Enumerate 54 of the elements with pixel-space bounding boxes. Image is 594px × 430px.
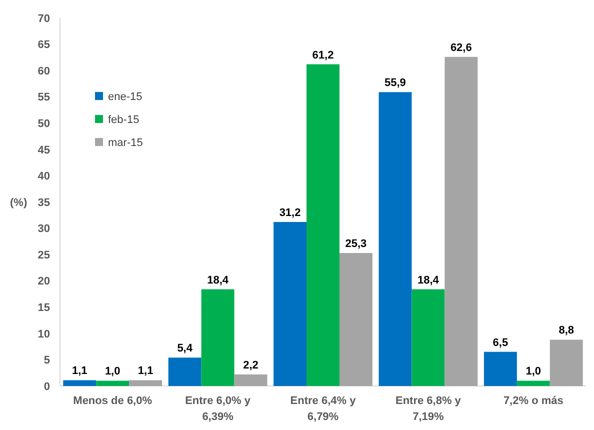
bar bbox=[274, 222, 307, 386]
bar bbox=[129, 380, 162, 386]
bar bbox=[201, 289, 234, 386]
y-tick-label: 35 bbox=[38, 196, 50, 209]
y-tick-label: 60 bbox=[38, 65, 50, 78]
data-label: 1,1 bbox=[138, 365, 154, 378]
bar bbox=[168, 358, 202, 386]
data-label: 62,6 bbox=[450, 42, 472, 54]
y-tick-label: 5 bbox=[44, 354, 50, 367]
data-label: 18,4 bbox=[417, 274, 440, 286]
y-tick-label: 25 bbox=[38, 249, 50, 262]
y-tick-label: 70 bbox=[38, 12, 50, 25]
bar bbox=[378, 92, 412, 386]
y-tick-label: 45 bbox=[38, 144, 50, 156]
bar bbox=[444, 56, 478, 386]
data-label: 5,4 bbox=[177, 342, 194, 355]
bar bbox=[234, 374, 268, 386]
y-tick-label: 55 bbox=[38, 92, 50, 104]
data-label: 2,2 bbox=[243, 359, 258, 372]
y-tick-label: 65 bbox=[38, 39, 50, 52]
data-label: 1,0 bbox=[526, 366, 542, 378]
data-label: 18,4 bbox=[207, 274, 230, 286]
x-tick-label: Entre 6,0% y 6,39% bbox=[185, 395, 252, 423]
y-axis-title: (%) bbox=[10, 196, 28, 209]
x-tick-label: Entre 6,8% y 7,19% bbox=[395, 395, 462, 423]
y-tick-label: 50 bbox=[38, 118, 50, 130]
bar bbox=[412, 289, 445, 386]
bar bbox=[484, 352, 517, 386]
data-label: 6,5 bbox=[492, 336, 508, 349]
y-tick-label: 0 bbox=[44, 380, 50, 393]
bar bbox=[339, 252, 372, 386]
data-label: 61,2 bbox=[312, 49, 334, 62]
data-label: 1,0 bbox=[104, 366, 120, 378]
data-label: 25,3 bbox=[345, 238, 367, 250]
legend-label: ene-15 bbox=[108, 90, 142, 103]
y-tick-label: 30 bbox=[38, 223, 50, 236]
x-tick-label: 7,2% o más bbox=[503, 395, 564, 407]
x-tick-label: Entre 6,4% y 6,79% bbox=[290, 395, 357, 423]
y-tick-label: 15 bbox=[38, 302, 50, 314]
bar bbox=[96, 380, 130, 386]
legend-label: feb-15 bbox=[108, 114, 140, 126]
bar bbox=[550, 340, 583, 386]
y-tick-label: 10 bbox=[38, 328, 50, 340]
y-tick-label: 20 bbox=[38, 276, 50, 288]
data-label: 8,8 bbox=[558, 324, 574, 337]
bar bbox=[306, 64, 340, 386]
data-label: 31,2 bbox=[279, 206, 301, 219]
data-label: 55,9 bbox=[384, 77, 406, 90]
data-label: 1,1 bbox=[72, 365, 88, 378]
bar bbox=[63, 380, 96, 386]
x-tick-label: Menos de 6,0% bbox=[73, 395, 152, 407]
y-tick-label: 40 bbox=[38, 170, 50, 183]
bar bbox=[516, 380, 550, 386]
legend-label: mar-15 bbox=[108, 136, 143, 149]
